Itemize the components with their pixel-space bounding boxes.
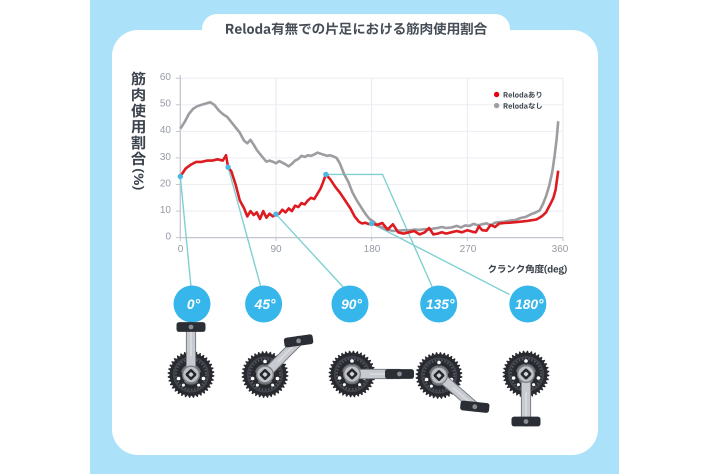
svg-text:60: 60 [160, 72, 172, 83]
svg-text:40: 40 [160, 125, 172, 136]
svg-text:0: 0 [178, 244, 184, 255]
svg-text:20: 20 [160, 178, 172, 189]
svg-text:45°: 45° [254, 297, 276, 312]
svg-text:10: 10 [160, 205, 172, 216]
svg-text:135°: 135° [426, 297, 455, 312]
svg-text:180: 180 [364, 244, 381, 255]
svg-text:90°: 90° [341, 297, 362, 312]
svg-text:50: 50 [160, 99, 172, 110]
svg-text:90: 90 [270, 244, 282, 255]
svg-text:180°: 180° [515, 297, 544, 312]
svg-text:30: 30 [160, 152, 172, 163]
svg-text:0°: 0° [187, 297, 201, 312]
svg-text:270: 270 [460, 244, 477, 255]
svg-text:0: 0 [165, 231, 171, 242]
svg-text:360: 360 [552, 244, 569, 255]
